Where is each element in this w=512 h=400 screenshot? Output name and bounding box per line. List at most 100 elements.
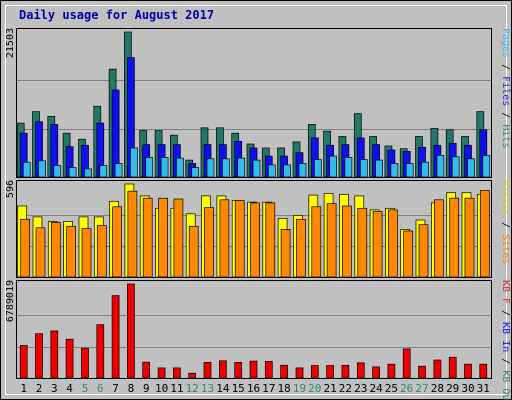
bar-sites-day-22 <box>342 205 352 278</box>
bar-sites-day-9 <box>142 197 153 278</box>
bar-kb-f-day-5 <box>81 347 89 379</box>
bar-pages-day-19 <box>298 163 307 178</box>
bar-kb-f-day-21 <box>326 365 334 379</box>
x-tick-label: 9 <box>143 382 150 395</box>
x-tick-label: 31 <box>477 382 490 395</box>
x-tick-label: 29 <box>446 382 459 395</box>
bar-kb-f-day-17 <box>264 361 273 379</box>
bar-kb-f-day-20 <box>310 365 319 379</box>
bar-pages-day-16 <box>252 159 261 178</box>
bar-pages-day-17 <box>267 164 276 178</box>
bar-sites-day-1 <box>20 218 31 278</box>
legend-part: Pages <box>500 28 511 58</box>
bar-sites-day-19 <box>296 218 306 278</box>
legend-part: KB Out <box>500 370 511 400</box>
bar-pages-day-14 <box>222 158 230 178</box>
legend-part: Visits <box>500 180 511 216</box>
y-max-label: 6789019 <box>5 280 16 322</box>
bar-kb-f-day-6 <box>96 324 105 379</box>
x-tick-label: 21 <box>323 382 336 395</box>
x-tick-label: 20 <box>308 382 321 395</box>
bar-kb-f-day-31 <box>479 363 488 379</box>
x-tick-label: 10 <box>155 382 168 395</box>
bar-sites-day-10 <box>158 197 168 278</box>
bar-pages-day-9 <box>145 157 154 178</box>
series-kb-f <box>19 283 488 379</box>
bar-kb-f-day-29 <box>448 356 457 379</box>
x-tick-label: 22 <box>339 382 352 395</box>
bar-sites-day-18 <box>280 229 291 278</box>
bar-sites-day-6 <box>96 225 107 278</box>
bar-sites-day-8 <box>127 190 138 278</box>
legend-part: Hits <box>500 124 511 148</box>
x-tick-label: 6 <box>97 382 104 395</box>
bar-pages-day-25 <box>390 163 399 178</box>
x-tick-label: 17 <box>262 382 275 395</box>
bar-sites-day-17 <box>265 202 276 278</box>
bar-pages-day-6 <box>99 165 108 178</box>
bar-pages-day-1 <box>22 161 31 178</box>
x-tick-label: 16 <box>247 382 260 395</box>
bar-pages-day-13 <box>206 158 215 178</box>
bar-pages-day-27 <box>421 161 429 178</box>
legend-part: / <box>500 58 511 76</box>
chart-title: Daily usage for August 2017 <box>19 8 214 22</box>
bar-pages-day-26 <box>405 163 414 178</box>
bar-sites-day-4 <box>66 225 76 278</box>
bar-kb-f-day-22 <box>341 364 350 379</box>
bar-kb-f-day-12 <box>188 372 197 379</box>
bar-pages-day-21 <box>329 155 337 178</box>
bar-sites-day-7 <box>112 206 122 278</box>
legend-part: KB In <box>500 322 511 352</box>
series-legend: Visits / Sites <box>500 180 511 264</box>
bar-sites-day-16 <box>250 202 260 278</box>
bar-sites-day-28 <box>434 199 444 278</box>
panel-2: 596 Visits / Sites <box>5 180 511 278</box>
bar-pages-day-12 <box>191 167 200 178</box>
bar-kb-f-day-18 <box>280 364 288 379</box>
bar-kb-f-day-23 <box>356 362 365 379</box>
legend-part: KB F <box>500 280 511 304</box>
bar-kb-f-day-13 <box>203 362 212 379</box>
bar-sites-day-30 <box>464 197 475 278</box>
bar-kb-f-day-19 <box>295 367 304 379</box>
x-tick-label: 30 <box>461 382 474 395</box>
x-tick-label: 2 <box>36 382 43 395</box>
x-tick-label: 4 <box>66 382 73 395</box>
x-tick-label: 27 <box>415 382 428 395</box>
bar-pages-day-22 <box>344 157 353 178</box>
series-pages <box>22 147 491 178</box>
series-sites <box>20 190 490 278</box>
x-tick-label: 3 <box>51 382 58 395</box>
bar-kb-f-day-1 <box>19 345 28 379</box>
panel-3: 6789019 KB F / KB In / KB Out <box>5 280 511 400</box>
bar-pages-day-2 <box>38 160 46 178</box>
x-tick-label: 7 <box>112 382 119 395</box>
x-tick-label: 24 <box>369 382 383 395</box>
bar-sites-day-31 <box>479 190 490 278</box>
chart-inner-frame <box>5 5 507 395</box>
x-axis-labels: 1 2 3 4 5 6 7 8 9 10 11 12 13 14 15 16 17 18 19 20 21 22 23 24 2… <box>20 382 490 395</box>
bar-pages-day-31 <box>482 155 491 178</box>
bar-kb-f-day-16 <box>249 360 258 379</box>
bar-pages-day-15 <box>237 157 246 178</box>
bar-sites-day-12 <box>188 225 199 278</box>
bar-pages-day-4 <box>68 167 77 178</box>
legend-part: Files <box>500 76 511 106</box>
bar-kb-f-day-24 <box>372 366 380 379</box>
x-tick-label: 18 <box>277 382 290 395</box>
bar-sites-day-25 <box>388 209 398 278</box>
bar-sites-day-21 <box>326 203 337 278</box>
bar-kb-f-day-8 <box>127 283 135 379</box>
bar-pages-day-28 <box>436 155 445 178</box>
y-max-label: 21503 <box>5 28 16 58</box>
bar-kb-f-day-14 <box>219 360 227 379</box>
x-tick-label: 23 <box>354 382 367 395</box>
bar-pages-day-5 <box>84 168 92 178</box>
bar-kb-f-day-28 <box>433 359 442 379</box>
bar-pages-day-8 <box>130 147 138 178</box>
bar-sites-day-3 <box>50 222 61 278</box>
bar-sites-day-26 <box>403 230 414 278</box>
bar-kb-f-day-10 <box>157 367 166 379</box>
